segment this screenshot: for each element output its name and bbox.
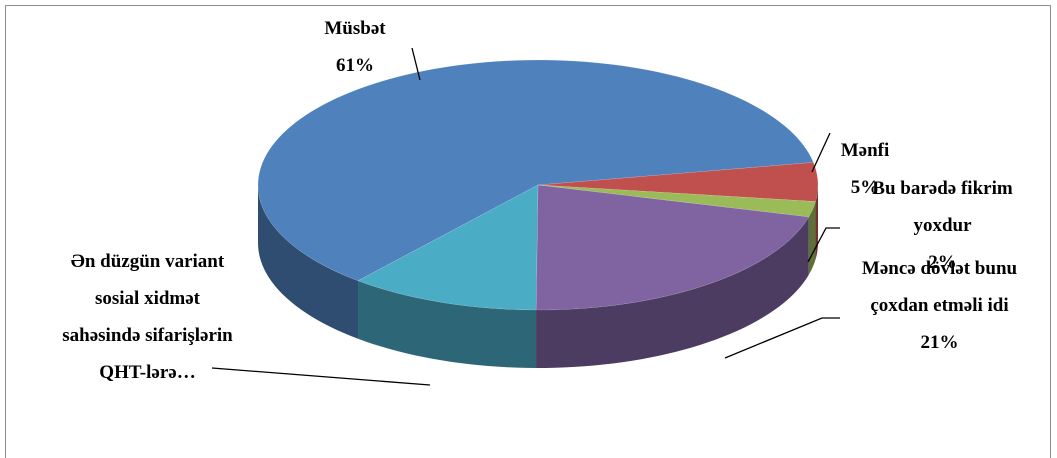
label-value: 5% xyxy=(850,177,880,198)
data-label: Bu barədə fikrim yoxdur 2% xyxy=(845,170,1040,281)
data-label: Məncə dövlət bunu çoxdan etməli idi 21% xyxy=(852,250,1027,361)
slice xyxy=(257,59,814,282)
slice-side xyxy=(815,185,818,260)
label-name: Məncə dövlət bunu çoxdan etməli idi xyxy=(861,258,1018,316)
label-name: Müsbət xyxy=(324,18,386,39)
leader-line xyxy=(211,367,431,386)
leader-line xyxy=(724,317,840,359)
slice xyxy=(537,184,816,218)
pie xyxy=(257,59,819,368)
data-label: Müsbət 61% xyxy=(295,10,415,84)
data-label: Ən düzgün variant sosial xidmət sahəsind… xyxy=(55,243,240,391)
slice-side xyxy=(536,216,809,368)
label-value: 21% xyxy=(920,332,959,353)
leader-line xyxy=(411,47,421,81)
slice-side xyxy=(258,185,359,339)
slice xyxy=(357,184,539,311)
leader-line xyxy=(811,132,831,173)
leader-lines xyxy=(211,47,840,386)
label-name: Bu barədə fikrim yoxdur xyxy=(872,178,1013,236)
label-name: Mənfi xyxy=(840,140,890,161)
slice-side xyxy=(358,280,537,368)
leader-line xyxy=(807,227,840,263)
data-label: Mənfi 5% xyxy=(820,132,910,206)
label-value: 61% xyxy=(336,55,374,76)
slice xyxy=(535,184,810,311)
label-name: Ən düzgün variant sosial xidmət sahəsind… xyxy=(62,251,233,383)
label-value: 2% xyxy=(928,252,957,273)
